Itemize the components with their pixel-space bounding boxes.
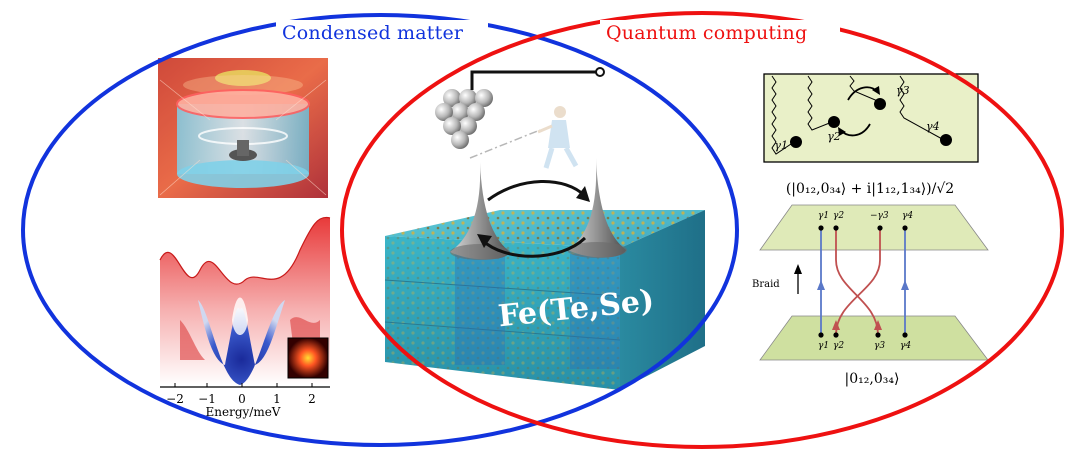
stm-tip-icon [435, 67, 605, 149]
vortex-label: γ4 [926, 120, 940, 133]
braid-label: Braid [752, 279, 780, 290]
braid-diagram: γ1 γ2 −γ3 γ4 γ1 γ2 γ3 γ4 Braid [752, 204, 989, 361]
lower-plane-label: γ2 [833, 341, 844, 351]
upper-plane-label: γ4 [902, 211, 913, 221]
lower-plane-label: γ1 [818, 341, 829, 351]
quantum-computing-set [340, 11, 1064, 449]
upper-plane-label: γ2 [833, 211, 844, 221]
state-before-braid: |0₁₂,0₃₄⟩ [845, 371, 900, 387]
quantum-computing-title: Quantum computing [606, 22, 808, 44]
majorana-braiding-illustration: Fe(Te,Se) [384, 67, 705, 390]
x-axis-label: Energy/meV [206, 405, 281, 419]
state-after-braid: (|0₁₂,0₃₄⟩ + i|1₁₂,1₃₄⟩)/√2 [786, 181, 954, 197]
upper-plane-label: γ1 [818, 211, 829, 221]
vortex-inset [287, 337, 329, 379]
lower-plane-label: γ3 [874, 341, 885, 351]
x-tick-label: 1 [273, 392, 281, 406]
cold-atom-image [158, 58, 328, 198]
x-tick-label: 2 [308, 392, 316, 406]
condensed-matter-set [21, 13, 739, 447]
spectrum-surface [159, 216, 331, 385]
x-tick-label: 0 [238, 392, 246, 406]
x-tick-label: −1 [198, 392, 216, 406]
vortex-exchange-box: γ1 γ2 γ3 γ4 [763, 73, 979, 163]
person-icon [469, 106, 579, 169]
vortex-label: γ2 [827, 130, 841, 143]
vortex-label: γ3 [896, 84, 910, 97]
energy-axis: −2 −1 0 1 2 Energy/meV [160, 383, 330, 419]
upper-plane-label: −γ3 [870, 211, 889, 221]
vortex-label: γ1 [774, 139, 788, 152]
condensed-matter-title: Condensed matter [282, 22, 464, 44]
lower-plane-label: γ4 [900, 341, 911, 351]
arrow-up-icon [794, 264, 802, 274]
